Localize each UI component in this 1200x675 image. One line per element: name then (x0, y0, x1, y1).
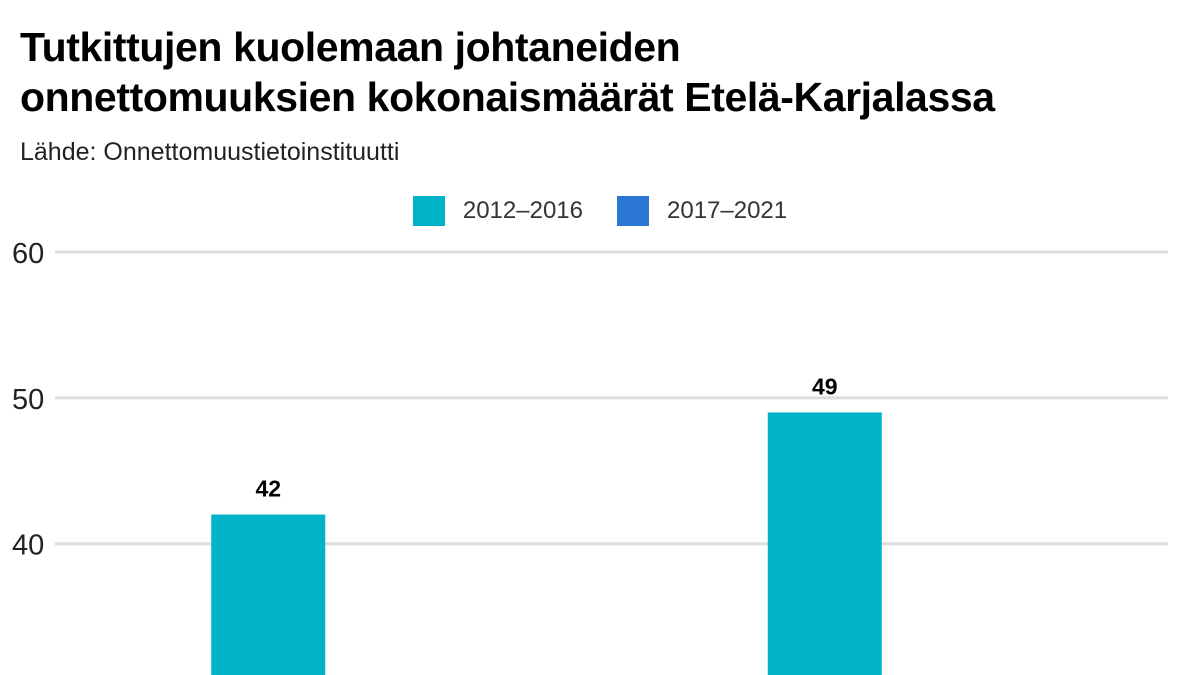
legend-item-series-2: 2017–2021 (617, 196, 787, 226)
bar-1-series-1 (211, 514, 326, 675)
data-label-bar-2: 49 (812, 373, 838, 399)
data-label-bar-1: 42 (255, 476, 281, 502)
y-tick-label-40: 40 (12, 530, 44, 562)
y-tick-label-60: 60 (12, 238, 44, 270)
legend-label-series-2: 2017–2021 (667, 197, 788, 224)
chart-source: Lähde: Onnettomuustietoinstituutti (20, 138, 400, 166)
bar-2-series-1 (767, 412, 882, 675)
y-tick-label-50: 50 (12, 384, 44, 416)
chart-title: Tutkittujen kuolemaan johtaneiden onnett… (20, 22, 1180, 122)
legend-swatch-series-1 (412, 196, 445, 226)
chart-legend: 2012–2016 2017–2021 (0, 196, 1200, 226)
legend-label-series-1: 2012–2016 (462, 197, 583, 224)
legend-swatch-series-2 (617, 196, 649, 226)
legend-item-series-1: 2012–2016 (412, 196, 583, 226)
chart-title-line-1: Tutkittujen kuolemaan johtaneiden (20, 24, 681, 70)
chart-title-line-2: onnettomuuksien kokonaismäärät Etelä-Kar… (20, 74, 995, 120)
